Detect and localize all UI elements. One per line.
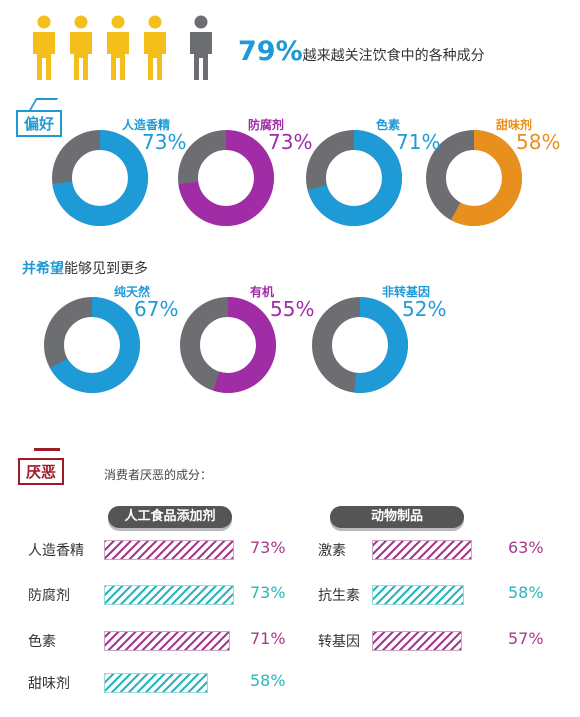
dislike-tag-text: 厌恶 bbox=[26, 463, 57, 481]
bar-label: 甜味剂 bbox=[28, 676, 70, 692]
person-icon bbox=[33, 15, 55, 80]
donut-label: 防腐剂 bbox=[248, 118, 285, 132]
header-percent: 79% bbox=[238, 36, 303, 67]
donut-percent: 71% bbox=[396, 130, 441, 154]
donut-label: 纯天然 bbox=[114, 285, 151, 299]
person-icon bbox=[144, 15, 166, 80]
prefer-tag-text: 偏好 bbox=[24, 115, 55, 133]
bar-percent: 58% bbox=[250, 671, 286, 690]
bar-percent: 73% bbox=[250, 583, 286, 602]
header-stat: 79%越来越关注饮食中的各种成分 bbox=[238, 36, 485, 67]
bar-percent: 63% bbox=[508, 538, 544, 557]
donut-percent: 52% bbox=[402, 297, 447, 321]
people-icons bbox=[33, 15, 212, 80]
bar-percent: 73% bbox=[250, 538, 286, 557]
bar bbox=[104, 673, 208, 693]
bar-label: 色素 bbox=[28, 634, 56, 650]
bar-label: 激素 bbox=[318, 543, 346, 559]
person-icon bbox=[70, 15, 92, 80]
bar bbox=[372, 631, 462, 651]
donut-percent: 73% bbox=[268, 130, 313, 154]
donut-arc bbox=[213, 297, 276, 393]
bar bbox=[104, 585, 234, 605]
bar bbox=[372, 585, 464, 605]
bar-percent: 58% bbox=[508, 583, 544, 602]
donut-percent: 67% bbox=[134, 297, 179, 321]
donut-label: 非转基因 bbox=[382, 285, 431, 299]
donut-arc bbox=[52, 130, 148, 226]
bar-group-title: 人工食品添加剂 bbox=[108, 506, 232, 528]
dislike-intro: 消费者厌恶的成分： bbox=[104, 468, 213, 482]
donut-label: 有机 bbox=[250, 285, 275, 299]
hope-title-bold: 并希望 bbox=[22, 261, 64, 277]
donut-percent: 58% bbox=[516, 130, 561, 154]
prefer-tag: 偏好 bbox=[16, 110, 63, 137]
donut-arc bbox=[178, 130, 274, 226]
hope-title-rest: 能够见到更多 bbox=[64, 261, 148, 277]
donut-label: 色素 bbox=[376, 118, 401, 132]
person-icon bbox=[107, 15, 129, 80]
donut-label: 甜味剂 bbox=[496, 118, 533, 132]
bar bbox=[104, 540, 234, 560]
donut-percent: 55% bbox=[270, 297, 315, 321]
bar-group-title: 动物制品 bbox=[330, 506, 464, 528]
bar-label: 防腐剂 bbox=[28, 588, 70, 604]
donut-label: 人造香精 bbox=[122, 118, 171, 132]
bar-label: 人造香精 bbox=[28, 543, 84, 559]
donut-arc bbox=[49, 297, 140, 393]
donut-arc bbox=[307, 130, 402, 226]
dislike-tag-hanger bbox=[34, 448, 60, 461]
donut-arc bbox=[450, 130, 522, 226]
bar bbox=[104, 631, 230, 651]
bar-percent: 57% bbox=[508, 629, 544, 648]
person-icon bbox=[190, 15, 212, 80]
bar-label: 抗生素 bbox=[318, 588, 360, 604]
bar bbox=[372, 540, 472, 560]
donut-percent: 73% bbox=[142, 130, 187, 154]
bar-label: 转基因 bbox=[318, 634, 360, 650]
dislike-tag: 厌恶 bbox=[18, 458, 65, 485]
donut-charts bbox=[44, 130, 522, 393]
bar-percent: 71% bbox=[250, 629, 286, 648]
donut-arc bbox=[353, 297, 408, 393]
hope-title: 并希望能够见到更多 bbox=[22, 258, 148, 278]
header-text: 越来越关注饮食中的各种成分 bbox=[302, 48, 485, 64]
